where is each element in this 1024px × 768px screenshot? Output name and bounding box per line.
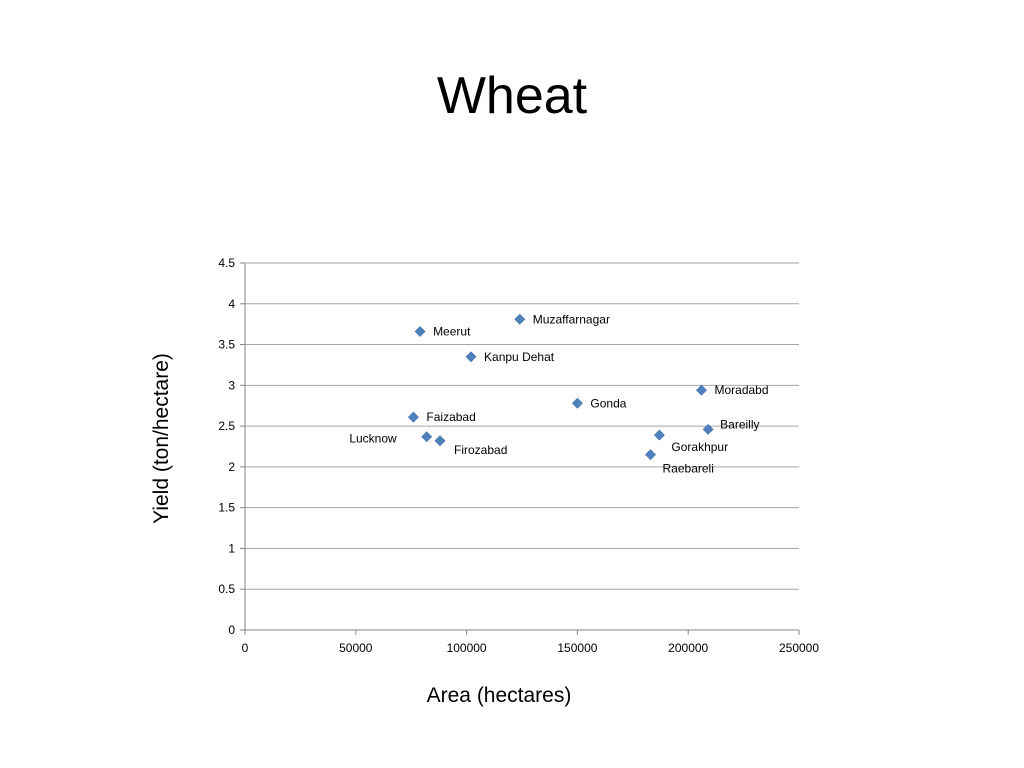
y-tick-label: 2.5 — [218, 419, 235, 433]
y-tick-label: 2 — [228, 460, 235, 474]
y-tick-label: 0 — [228, 623, 235, 637]
y-tick-label: 4.5 — [218, 256, 235, 270]
gridlines — [245, 262, 799, 590]
data-point — [571, 397, 583, 409]
data-labels: Muzaffarnagar Meerut Kanpu Dehat Moradabd Go… — [349, 312, 768, 475]
tick-labels: 0 0.5 1 1.5 2 2.5 3 3.5 4 4.5 0 50000 100000 150000 20… — [218, 256, 819, 655]
x-axis-title: Area (hectares) — [427, 684, 572, 707]
data-label: Meerut — [433, 325, 471, 339]
data-label: Gonda — [590, 396, 626, 410]
data-point — [653, 429, 665, 441]
data-label: Kanpu Dehat — [484, 350, 555, 364]
slide-title: Wheat — [436, 67, 588, 125]
data-label: Firozabad — [454, 443, 507, 457]
data-point — [421, 431, 433, 443]
y-tick-label: 4 — [228, 297, 235, 311]
data-point — [465, 351, 477, 363]
data-label: Faizabad — [426, 410, 475, 424]
y-axis-title: Yield (ton/hectare) — [150, 353, 173, 524]
y-tick-label: 3.5 — [218, 338, 235, 352]
x-tick-label: 50000 — [339, 641, 373, 655]
data-point — [702, 423, 714, 435]
y-tick-label: 1.5 — [218, 501, 235, 515]
y-tick-label: 0.5 — [218, 582, 235, 596]
data-points — [407, 313, 714, 461]
x-tick-label: 200000 — [668, 641, 708, 655]
data-point — [645, 449, 656, 461]
x-tick-label: 0 — [242, 641, 249, 655]
x-tick-label: 100000 — [447, 641, 487, 655]
data-point — [434, 435, 446, 447]
data-label: Bareilly — [720, 417, 759, 431]
data-point — [407, 411, 419, 423]
axes — [240, 262, 800, 635]
y-tick-label: 1 — [228, 541, 235, 555]
x-tick-label: 150000 — [557, 641, 597, 655]
data-point — [514, 313, 526, 325]
data-point — [414, 326, 426, 337]
data-point — [696, 384, 707, 396]
data-label: Lucknow — [349, 432, 397, 446]
data-label: Muzaffarnagar — [533, 312, 610, 326]
y-tick-label: 3 — [228, 378, 235, 392]
x-tick-label: 250000 — [779, 641, 819, 655]
data-label: Raebareli — [663, 462, 714, 476]
data-label: Moradabd — [714, 383, 768, 397]
data-label: Gorakhpur — [671, 440, 728, 454]
